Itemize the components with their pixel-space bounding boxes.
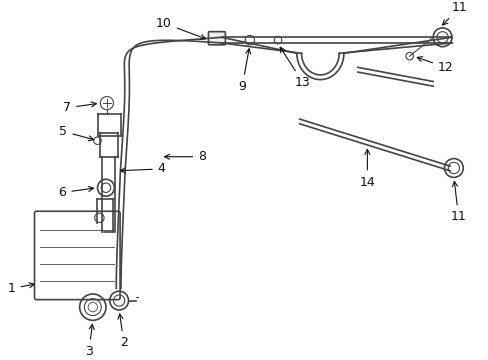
Text: 9: 9: [238, 49, 250, 93]
Text: 5: 5: [60, 125, 93, 141]
Text: 11: 11: [442, 1, 467, 25]
Text: 10: 10: [156, 17, 205, 39]
Text: 7: 7: [63, 101, 96, 114]
Text: 14: 14: [359, 149, 374, 189]
Text: 2: 2: [118, 314, 127, 349]
Text: 1: 1: [8, 282, 34, 295]
Text: 11: 11: [450, 181, 466, 223]
Text: 8: 8: [164, 150, 206, 163]
FancyBboxPatch shape: [208, 32, 225, 45]
Text: 6: 6: [59, 186, 93, 199]
Text: 3: 3: [85, 324, 94, 358]
Text: 12: 12: [416, 57, 453, 74]
Text: 13: 13: [280, 47, 310, 89]
Text: 4: 4: [120, 162, 165, 175]
